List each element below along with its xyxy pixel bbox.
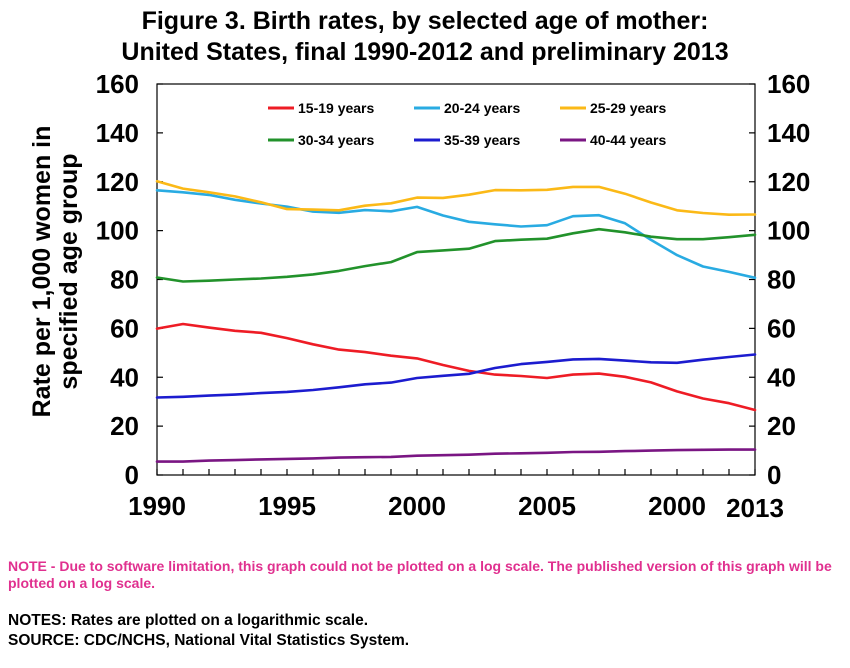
source-line: SOURCE: CDC/NCHS, National Vital Statist… [8, 632, 410, 649]
legend-label: 35-39 years [444, 132, 521, 148]
y-tick-label-left: 0 [125, 460, 139, 490]
software-limitation-note: NOTE - Due to software limitation, this … [8, 558, 832, 591]
series-line-30-34-years [155, 227, 757, 283]
series-line-35-39-years [155, 353, 757, 399]
chart-subtitle: United States, final 1990-2012 and preli… [121, 38, 729, 66]
x-tick-label: 1995 [258, 491, 316, 521]
x-tick-label: 1990 [128, 491, 186, 521]
y-axis-right: 0 20 40 60 80 100 120 140 160 [749, 69, 810, 490]
y-tick-label-left: 40 [110, 362, 139, 392]
notes-line: NOTES: Rates are plotted on a logarithmi… [8, 612, 369, 629]
x-tick-label: 2000 [648, 491, 706, 521]
y-tick-label-right: 80 [767, 265, 796, 295]
y-tick-label-right: 0 [767, 460, 781, 490]
legend-label: 20-24 years [444, 100, 521, 116]
series-line-40-44-years [155, 448, 757, 463]
y-tick-label-right: 100 [767, 216, 810, 246]
legend-label: 25-29 years [590, 100, 667, 116]
legend-label: 15-19 years [298, 100, 375, 116]
y-tick-label-right: 40 [767, 362, 796, 392]
series-lines [155, 180, 757, 463]
x-tick-label: 2013 [726, 493, 784, 523]
legend-label: 40-44 years [590, 132, 667, 148]
legend: 15-19 years 20-24 years 25-29 years 30-34 y… [268, 100, 667, 148]
y-tick-label-left: 80 [110, 265, 139, 295]
y-axis-label-line: specified age group [55, 153, 83, 389]
y-tick-label-right: 120 [767, 167, 810, 197]
x-axis: 1990 1995 2000 2005 2000 2013 [128, 469, 784, 523]
x-tick-label: 2005 [518, 491, 576, 521]
notes-block: NOTES: Rates are plotted on a logarithmi… [8, 611, 409, 651]
y-tick-label-right: 60 [767, 313, 796, 343]
legend-label: 30-34 years [298, 132, 375, 148]
y-tick-label-left: 20 [110, 411, 139, 441]
y-tick-label-left: 60 [110, 313, 139, 343]
y-tick-label-right: 160 [767, 69, 810, 99]
series-line-15-19-years [155, 322, 757, 412]
series-line-20-24-years [155, 189, 757, 280]
series-line-25-29-years [155, 180, 757, 216]
x-tick-label: 2000 [388, 491, 446, 521]
chart: 0 20 40 60 80 100 120 140 160 0 20 40 60 80 100 120 140… [28, 69, 810, 523]
y-tick-label-right: 20 [767, 411, 796, 441]
y-tick-label-right: 140 [767, 118, 810, 148]
chart-title: Figure 3. Birth rates, by selected age o… [141, 7, 709, 35]
y-tick-label-left: 140 [96, 118, 139, 148]
y-axis-label-line: Rate per 1,000 women in [28, 126, 56, 418]
y-axis-label: Rate per 1,000 women in specified age gro… [28, 126, 83, 418]
y-axis-left: 0 20 40 60 80 100 120 140 160 [96, 69, 163, 490]
y-tick-label-left: 120 [96, 167, 139, 197]
y-tick-label-left: 160 [96, 69, 139, 99]
y-tick-label-left: 100 [96, 216, 139, 246]
chart-title-block: Figure 3. Birth rates, by selected age o… [0, 6, 850, 68]
